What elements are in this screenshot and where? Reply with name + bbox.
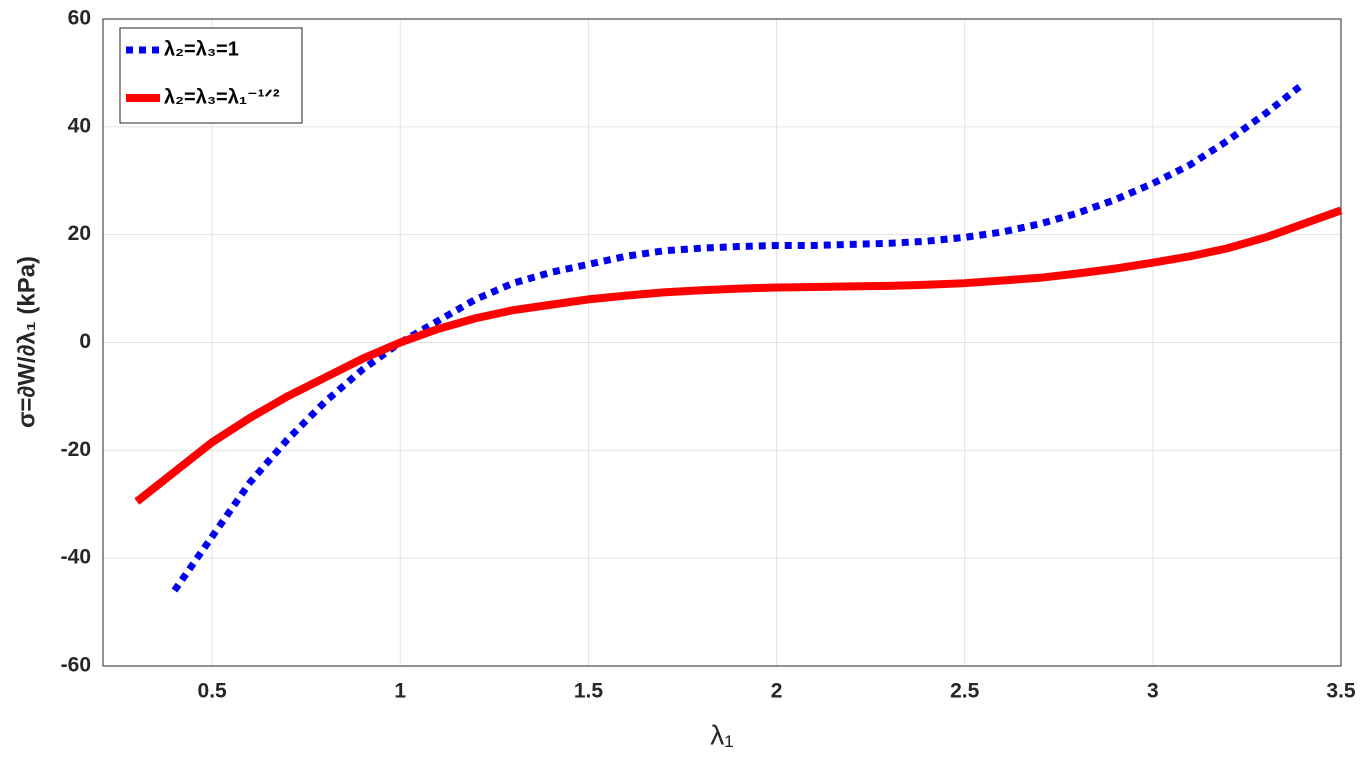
- y-tick-label: 0: [79, 330, 91, 353]
- y-axis-label: σ=∂W/∂λ₁ (kPa): [13, 256, 40, 428]
- x-tick-label: 1.5: [574, 680, 604, 703]
- y-tick-label: -60: [61, 654, 91, 677]
- axes-box: [102, 18, 1342, 667]
- legend-label: λ₂=λ₃=1: [164, 38, 239, 60]
- x-tick-label: 0.5: [198, 680, 228, 703]
- x-tick-label: 2.5: [950, 680, 980, 703]
- data-line: [134, 206, 1343, 505]
- legend-label: λ₂=λ₃=λ₁⁻¹ᐟ²: [164, 86, 280, 108]
- x-tick-label: 1: [394, 680, 406, 703]
- y-tick-label: 60: [68, 7, 91, 30]
- legend-box: [119, 27, 303, 124]
- x-tick-label: 3: [1147, 680, 1159, 703]
- y-tick-label: -20: [61, 438, 91, 461]
- x-tick-label: 3.5: [1326, 680, 1356, 703]
- y-tick-label: 20: [68, 222, 91, 245]
- y-tick-label: -40: [61, 546, 91, 569]
- x-tick-label: 2: [771, 680, 783, 703]
- x-axis-label: λ₁: [710, 719, 733, 750]
- y-tick-label: 40: [68, 114, 91, 137]
- data-line: [171, 80, 1306, 593]
